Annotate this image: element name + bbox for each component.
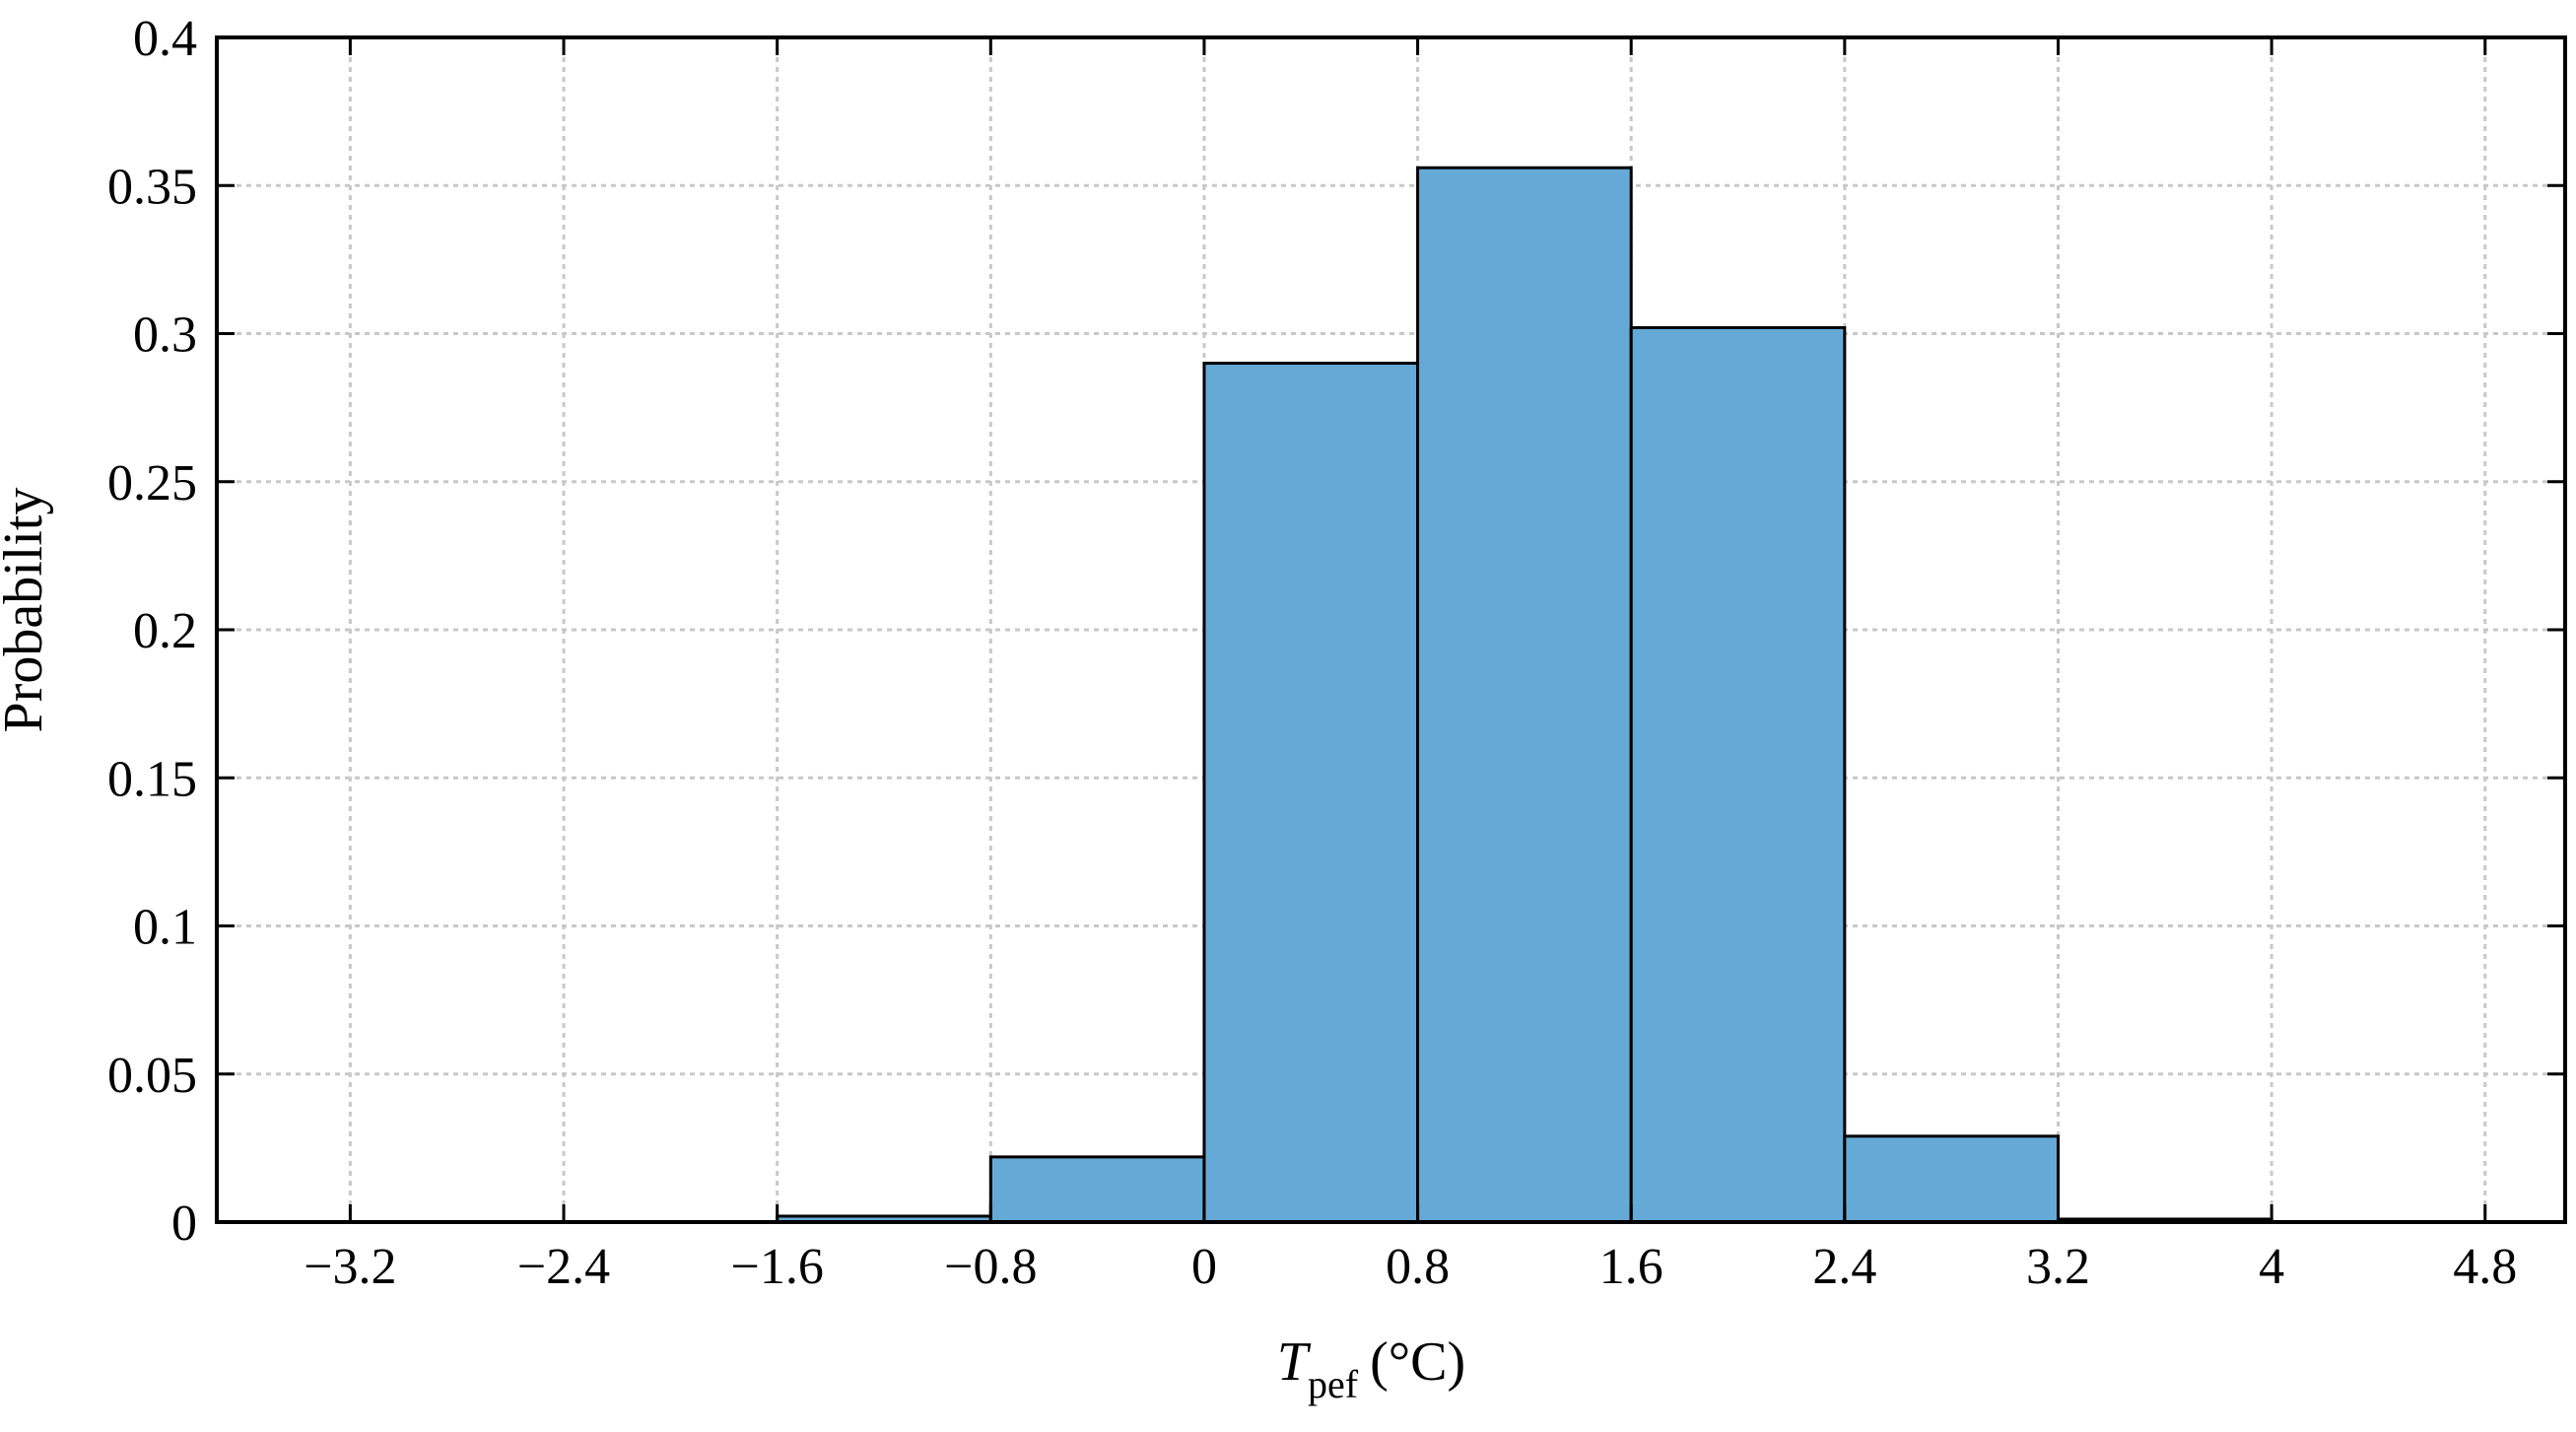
histogram-bar (1416, 166, 1633, 1224)
x-tick-label: 4 (2259, 1239, 2284, 1295)
x-tick-labels: −3.2 −2.4 −1.6 −0.8 0 0.8 1.6 2.4 3.2 4 4.8 (304, 1239, 2517, 1295)
x-axis-title: Tpef (°C) (1277, 1331, 1465, 1406)
histogram-bars (776, 166, 2273, 1224)
x-tick-label: 1.6 (1599, 1239, 1663, 1295)
y-tick-label: 0.2 (133, 603, 197, 659)
y-tick-label: 0.35 (107, 159, 197, 215)
histogram-bar (1629, 325, 1847, 1224)
x-tick-label: 3.2 (2026, 1239, 2090, 1295)
histogram-bar (1202, 362, 1420, 1224)
x-tick-label: 2.4 (1812, 1239, 1876, 1295)
y-axis-title: Probability (0, 488, 54, 733)
x-axis-title-subscript: pef (1308, 1362, 1359, 1406)
x-tick-label: −2.4 (517, 1239, 610, 1295)
x-tick-label: −3.2 (304, 1239, 396, 1295)
x-tick-label: 0 (1191, 1239, 1217, 1295)
y-tick-label: 0.1 (133, 900, 197, 956)
y-tick-label: 0.3 (133, 307, 197, 364)
axis-ticks (217, 35, 2565, 1224)
x-tick-label: −0.8 (944, 1239, 1037, 1295)
x-axis-title-unit: (°C) (1370, 1331, 1465, 1393)
x-tick-label: −1.6 (731, 1239, 824, 1295)
x-tick-label: 4.8 (2453, 1239, 2517, 1295)
y-tick-labels: 0 0.05 0.1 0.15 0.2 0.25 0.3 0.35 0.4 (107, 11, 197, 1252)
y-tick-label: 0.25 (107, 455, 197, 511)
x-axis-title-symbol: T (1277, 1331, 1312, 1393)
y-tick-label: 0.15 (107, 751, 197, 807)
histogram-bar (1843, 1134, 2060, 1224)
plot-frame (215, 35, 2567, 1224)
y-tick-label: 0.05 (107, 1048, 197, 1104)
y-tick-label: 0.4 (133, 11, 197, 67)
histogram-bar (988, 1155, 1206, 1224)
y-tick-label: 0 (171, 1195, 197, 1252)
x-tick-label: 0.8 (1386, 1239, 1450, 1295)
